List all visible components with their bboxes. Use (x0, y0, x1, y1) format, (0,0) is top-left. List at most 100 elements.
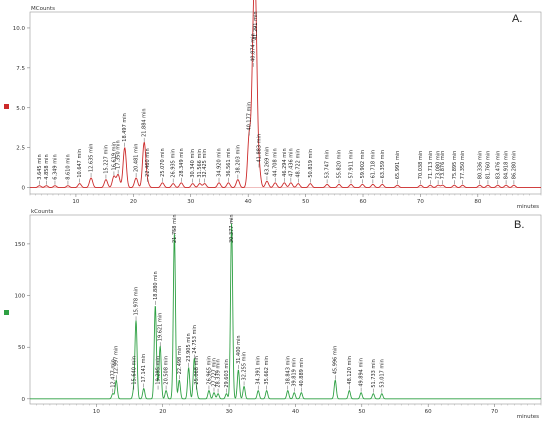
panel-b-y-unit: kCounts (31, 209, 54, 215)
panel-b-peak-label: 31.400 min (236, 335, 242, 364)
panel-b-chromatogram: kCounts minutes B. 0 50 100 150 10 20 30 40 50 60 70 1… (4, 209, 542, 420)
panel-a-peak-label: 6.349 min (52, 154, 58, 179)
panel-b-peak-label: 27.727 min (212, 358, 218, 387)
panel-a-peak-label: 34.920 min (217, 148, 223, 177)
panel-a-peak-label: 36.561 min (226, 148, 232, 177)
panel-a-peak-label: 84.918 min (504, 151, 510, 180)
panel-b-x-unit: minutes (517, 414, 539, 420)
panel-a-peak-label: 26.935 min (171, 149, 177, 178)
panel-a-peak-label: 16.619 min (111, 142, 117, 171)
panel-a-peak-label: 40.874 min (251, 33, 257, 62)
panel-b-peak-label: 49.894 min (359, 358, 365, 387)
panel-b-peak-label: 40.889 min (299, 358, 305, 387)
panel-b-peak-label: 30.377 min (229, 214, 235, 243)
panel-b-peak-label: 21.758 min (172, 214, 178, 243)
panel-a-peak-label: 18.497 min (122, 113, 128, 142)
panel-b-peak-label: 20.508 min (164, 356, 170, 385)
panel-a-letter: A. (512, 13, 522, 25)
panel-a-chromatogram: MCounts minutes A. 0 2.5 5.0 7.5 10.0 10 20 30 40 50… (4, 0, 542, 210)
panel-b-peak-label: 29.603 min (224, 359, 230, 388)
panel-b-peak-label: 19.621 min (158, 313, 164, 342)
panel-b-letter: B. (514, 219, 524, 231)
panel-a-peak-label: 57.911 min (349, 150, 355, 179)
panel-a-peak-label: 70.038 min (418, 151, 424, 180)
panel-a-peak-label: 17.350 min (116, 140, 122, 169)
panel-a-y-tick-label: 2.5 (16, 146, 25, 152)
panel-a-y-tick-label: 5.0 (16, 106, 25, 112)
panel-a-peak-label: 3.645 min (37, 154, 43, 179)
panel-a-peak-label: 8.610 min (65, 154, 71, 179)
panel-b-x-tick-label: 40 (292, 409, 299, 415)
panel-a-peak-label: 47.436 min (288, 148, 294, 177)
panel-a-peak-label: 73.876 min (440, 151, 446, 180)
panel-b-peak-label: 15.978 min (134, 287, 140, 316)
panel-a-x-tick-label: 50 (302, 199, 309, 205)
panel-b-peak-label: 39.819 min (292, 358, 298, 387)
panel-b-frame (29, 214, 542, 405)
panel-a-peak-label: 63.359 min (380, 150, 386, 179)
panel-a-peak-label: 77.350 min (460, 151, 466, 180)
panel-a-trace (30, 0, 541, 189)
panel-b-x-tick-label: 30 (226, 409, 233, 415)
panel-a-peak-label: 81.760 min (485, 151, 491, 180)
panel-b-peak-label: 35.662 min (264, 356, 270, 385)
panel-a-x-tick-label: 60 (360, 199, 367, 205)
panel-a-y-tick-label: 10.0 (13, 26, 26, 32)
panel-b-peak-label: 12.477 min (110, 359, 116, 388)
panel-a-peak-label: 12.635 min (89, 144, 95, 173)
panel-a-peak-label: 75.895 min (452, 151, 458, 180)
panel-a-peak-label: 73.080 min (436, 151, 442, 180)
panel-a-peak-label: 25.070 min (160, 148, 166, 177)
panel-b-peak-label: 12.997 min (114, 346, 120, 375)
panel-b-peak-label: 18.880 min (153, 271, 159, 300)
panel-a-peak-label: 22.460 min (145, 148, 151, 177)
panel-a-trace-tag (4, 104, 9, 109)
panel-a-peak-label: 20.481 min (134, 144, 140, 173)
panel-a-peak-label: 41.883 min (256, 134, 262, 163)
panel-a-peak-label: 53.747 min (325, 150, 331, 179)
panel-b-y-tick-label: 100 (15, 294, 26, 300)
panel-a-peak-label: 65.991 min (395, 151, 401, 180)
panel-a-peak-label: 46.294 min (282, 148, 288, 177)
panel-b-y-tick-label: 50 (18, 345, 25, 351)
panel-a-peak-label: 41.291 min (253, 11, 259, 40)
panel-a-x-unit: minutes (517, 204, 539, 210)
panel-b-peak-label: 22.498 min (177, 346, 183, 375)
panel-a-frame (29, 11, 542, 195)
panel-b-x-tick-label: 60 (425, 409, 432, 415)
panel-a-peak-label: 83.476 min (495, 151, 501, 180)
panel-b-trace (30, 223, 541, 400)
panel-b-peak-label: 23.905 min (186, 333, 192, 362)
panel-b-peak-label: 32.255 min (242, 352, 248, 381)
panel-a-peak-label: 38.203 min (235, 145, 241, 174)
panel-b-peak-label: 25.068 min (194, 356, 200, 385)
panel-b-peak-label: 38.843 min (285, 356, 291, 385)
panel-a-y-unit: MCounts (31, 6, 55, 12)
panel-a-peak-label: 44.708 min (273, 148, 279, 177)
panel-b-x-tick-label: 50 (358, 409, 365, 415)
panel-a-x-tick-label: 80 (474, 199, 481, 205)
panel-a-peak-label: 50.819 min (308, 149, 314, 178)
panel-a-x-tick-label: 30 (187, 199, 194, 205)
panel-b-peak-label: 45.996 min (333, 346, 339, 375)
panel-a-peak-label: 48.722 min (296, 149, 302, 178)
panel-b-y-tick-label: 150 (15, 242, 26, 248)
panel-b-peak-label: 19.295 min (156, 356, 162, 385)
panel-a-y-tick-label: 7.5 (16, 66, 25, 72)
panel-a-peak-label: 10.647 min (77, 149, 83, 178)
panel-a-peak-label: 55.820 min (337, 150, 343, 179)
panel-a-peak-label: 80.336 min (477, 151, 483, 180)
panel-a-peak-label: 61.718 min (370, 150, 376, 179)
panel-b-y-tick-label: 0 (22, 397, 26, 403)
panel-b-trace-tag (4, 310, 9, 315)
panel-b-peak-label: 51.733 min (371, 359, 377, 388)
panel-a-peak-label: 21.884 min (142, 108, 148, 137)
panel-a-x-tick-label: 40 (245, 199, 252, 205)
panel-a-peak-label: 86.280 min (511, 151, 517, 180)
panel-a-peak-label: 40.177 min (247, 102, 253, 131)
panel-a-peak-label: 31.566 min (197, 149, 203, 178)
panel-b-peak-label: 15.640 min (131, 356, 137, 385)
panel-a-peak-label: 15.227 min (103, 145, 109, 174)
panel-b-peak-label: 48.120 min (347, 356, 353, 385)
